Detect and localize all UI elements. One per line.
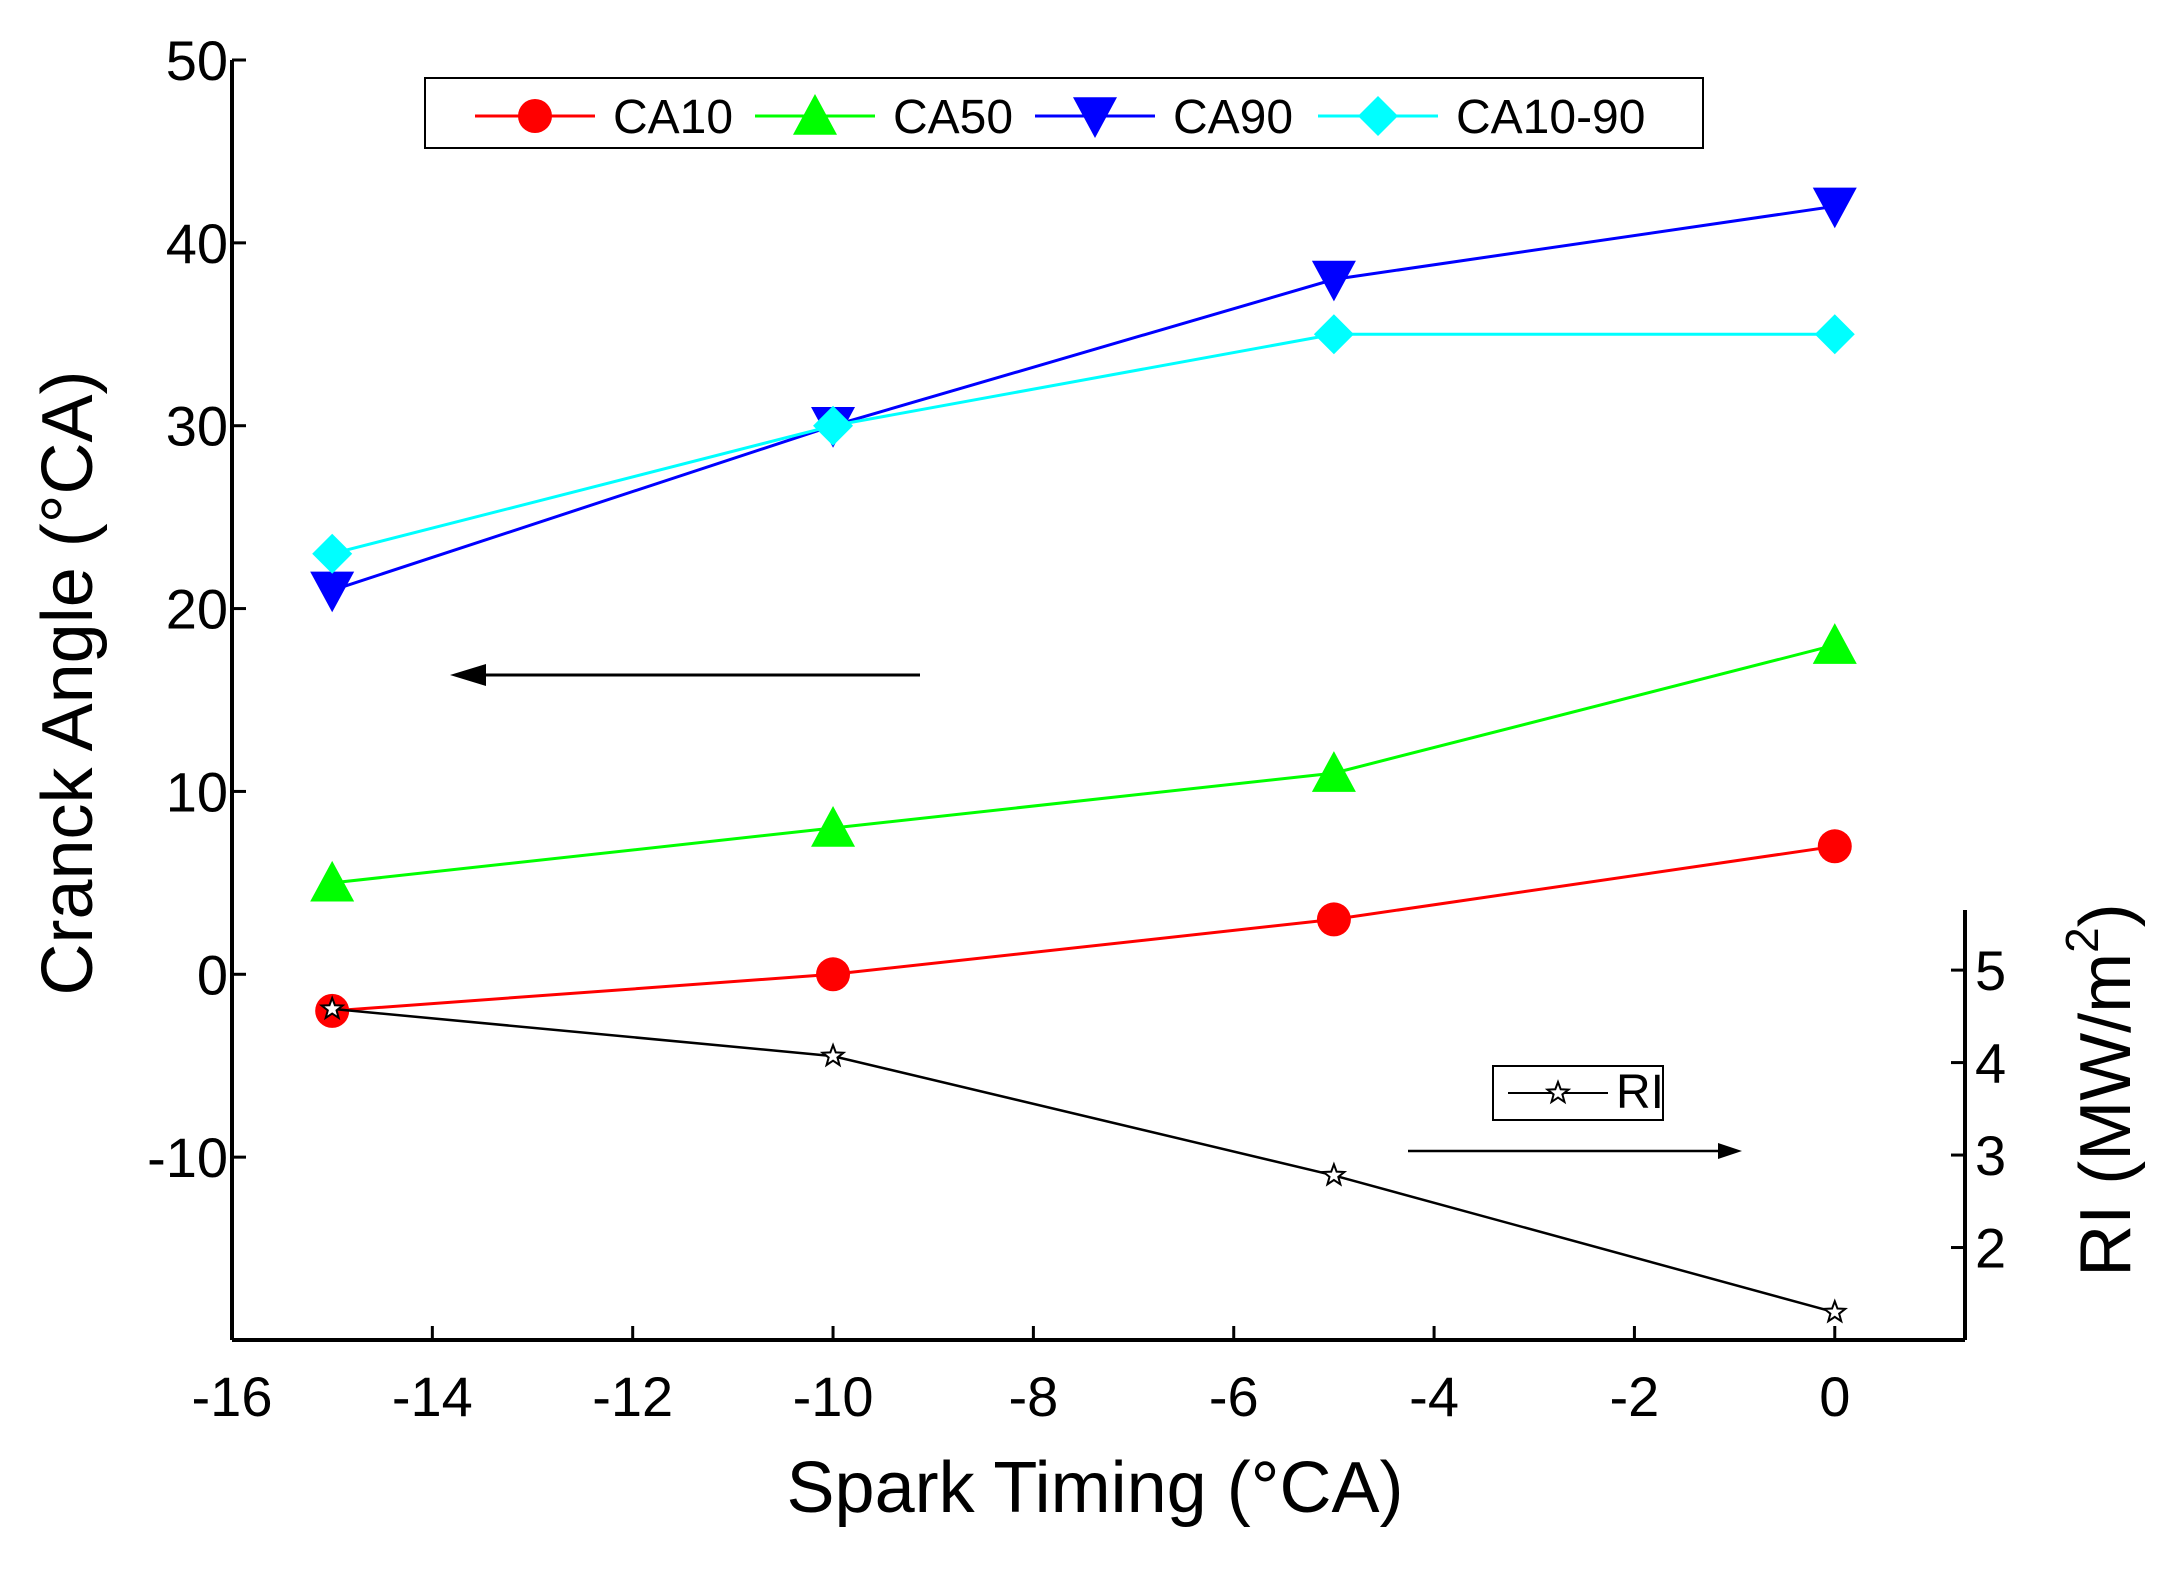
arrow-right-axis <box>1408 1143 1742 1159</box>
legend-marker <box>518 99 552 133</box>
data-point-ca90 <box>310 571 355 613</box>
series-line-ca90 <box>331 204 1836 592</box>
y-tick-label: 20 <box>166 578 228 641</box>
data-point-ca10-90 <box>813 405 854 446</box>
x-tick-label: -10 <box>793 1365 874 1428</box>
data-point-ca90 <box>1311 260 1356 302</box>
series-line-ca10-90 <box>331 332 1835 556</box>
y-tick-label: -10 <box>147 1126 228 1189</box>
y2-axis-title-end: ) <box>2066 903 2146 927</box>
x-tick-label: -16 <box>192 1365 273 1428</box>
legend-label: CA10 <box>613 91 733 144</box>
legend-box <box>424 77 1704 149</box>
data-point-ca10-90 <box>1814 314 1855 355</box>
legend-label: CA10-90 <box>1456 91 1645 144</box>
data-point-ca50 <box>811 806 856 847</box>
data-point-ri <box>318 995 346 1021</box>
legend-entry-ca50: CA50 <box>755 91 1013 144</box>
data-point-ca50 <box>1812 623 1857 664</box>
y2-axis-title-main: RI (MW/m <box>2066 953 2146 1277</box>
legend-marker <box>1073 97 1117 138</box>
axes: -16 -14 -12 -10 -8 -6 -4 -2 0 -10 0 10 20 30 40 50 2 3 4 5 <box>147 29 2006 1428</box>
x-tick-label: -6 <box>1209 1365 1259 1428</box>
y2-axis-title: RI (MW/m2) <box>2056 903 2146 1276</box>
legend-layer: CA10 CA50 CA90 CA10-90 RI <box>424 77 1704 1121</box>
x-tick-label: -12 <box>592 1365 673 1428</box>
x-tick-label: -2 <box>1610 1365 1660 1428</box>
legend-entry-ca10: CA10 <box>475 91 733 144</box>
data-point-ca10-90 <box>312 533 353 574</box>
data-point-ri <box>1821 1298 1848 1324</box>
y2-tick-label: 2 <box>1975 1217 2006 1280</box>
legend-entry-ca10-90: CA10-90 <box>1318 91 1645 144</box>
legend-ri: RI <box>1492 1065 1664 1121</box>
x-axis-title: Spark Timing (°CA) <box>787 1448 1404 1528</box>
series-line-ca50 <box>332 643 1836 885</box>
series-ca50 <box>310 623 1857 902</box>
legend-ri-marker <box>1544 1079 1572 1105</box>
data-point-ri <box>819 1042 847 1068</box>
y2-axis-title-sup: 2 <box>2056 927 2108 953</box>
arrow-head <box>1718 1143 1742 1159</box>
series-ca90 <box>310 187 1857 613</box>
x-tick-label: -4 <box>1409 1365 1459 1428</box>
data-point-ca10-90 <box>1313 314 1354 355</box>
y2-tick-label: 4 <box>1975 1032 2006 1095</box>
y-tick-label: 30 <box>166 395 228 458</box>
data-point-ca10 <box>816 957 851 992</box>
series-line-ca10 <box>332 844 1836 1013</box>
series-ca10 <box>315 829 1852 1028</box>
series-ri <box>318 995 1848 1324</box>
y-tick-label: 0 <box>197 943 228 1006</box>
y-tick-label: 40 <box>166 212 228 275</box>
arrow-head <box>450 664 486 686</box>
y-axis-title: Cranck Angle (°CA) <box>28 370 108 995</box>
legend-label: CA90 <box>1173 91 1293 144</box>
arrow-left-axis <box>450 664 920 686</box>
y-tick-label: 50 <box>166 29 228 92</box>
data-point-ca10 <box>1316 902 1351 937</box>
data-point-ca90 <box>1812 187 1857 229</box>
data-point-ca50 <box>310 860 355 902</box>
legend-label: CA50 <box>893 91 1013 144</box>
series-line-ri <box>332 1007 1836 1314</box>
legend-ri-label: RI <box>1616 1066 1664 1119</box>
data-point-ca50 <box>1311 751 1356 792</box>
y-tick-label: 10 <box>166 760 228 823</box>
data-point-ri <box>1320 1161 1348 1187</box>
y2-tick-label: 5 <box>1975 939 2006 1002</box>
series-ca10-90 <box>312 314 1855 574</box>
legend-entry-ca90: CA90 <box>1035 91 1293 144</box>
legend-main: CA10 CA50 CA90 CA10-90 <box>424 77 1704 149</box>
x-tick-label: -14 <box>392 1365 473 1428</box>
annotation-layer <box>450 664 1742 1159</box>
x-tick-label: 0 <box>1819 1365 1850 1428</box>
data-point-ca10 <box>1817 829 1852 864</box>
legend-marker <box>1358 96 1398 136</box>
legend-marker <box>793 94 837 135</box>
series-layer <box>310 187 1857 1324</box>
y2-tick-label: 3 <box>1975 1124 2006 1187</box>
x-tick-label: -8 <box>1008 1365 1058 1428</box>
